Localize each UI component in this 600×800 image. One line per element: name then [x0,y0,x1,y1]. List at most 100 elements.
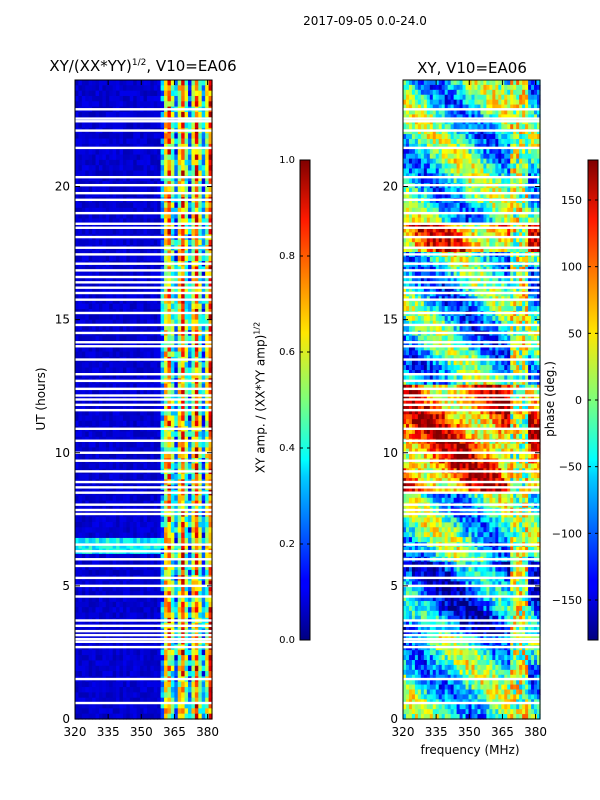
left-heatmap-cell [208,596,213,603]
left-heatmap-cell [136,351,141,358]
left-heatmap-cell [136,165,141,172]
left-heatmap-cell [205,591,210,598]
left-heatmap-cell [188,303,193,310]
left-heatmap-cell [92,367,97,374]
left-heatmap-cell [143,447,148,454]
left-heatmap-cell [81,298,86,305]
left-heatmap-cell [136,138,141,145]
left-heatmap-cell [194,415,199,422]
left-heatmap-cell [102,287,107,294]
left-heatmap-cell [85,303,90,310]
left-heatmap-cell [119,665,124,672]
left-heatmap-cell [205,324,210,331]
left-heatmap-cell [81,213,86,220]
left-heatmap-cell [95,569,100,576]
left-heatmap-cell [177,239,182,246]
left-heatmap-cell [116,532,121,539]
left-heatmap-cell [194,553,199,560]
left-heatmap-cell [164,271,169,278]
left-heatmap-cell [167,420,172,427]
left-heatmap-cell [146,447,151,454]
left-heatmap-cell [88,340,93,347]
left-heatmap-cell [181,447,186,454]
left-heatmap-cell [119,596,124,603]
left-heatmap-cell [129,687,134,693]
left-heatmap-cell [181,80,186,86]
left-heatmap-cell [167,388,172,395]
left-heatmap-cell [81,122,86,129]
left-heatmap-cell [153,340,158,347]
left-heatmap-cell [205,692,210,699]
left-heatmap-cell [146,85,151,92]
left-heatmap-cell [157,671,162,677]
left-heatmap-cell [119,293,124,299]
left-heatmap-cell [174,420,179,427]
left-heatmap-cell [160,537,165,544]
left-heatmap-cell [167,383,172,390]
left-heatmap-cell [205,585,210,592]
flagged-row-gap [75,543,212,546]
left-heatmap-cell [167,293,172,299]
left-heatmap-cell [88,90,93,97]
left-heatmap-cell [122,474,127,480]
left-heatmap-cell [191,170,196,177]
left-heatmap-cell [81,101,86,108]
left-heatmap-cell [88,463,93,470]
left-heatmap-cell [129,271,134,278]
left-heatmap-cell [105,687,110,693]
left-heatmap-cell [122,388,127,395]
left-heatmap-cell [150,649,155,656]
left-heatmap-cell [160,607,165,614]
left-heatmap-cell [122,90,127,97]
right-heatmap-cell [405,80,410,86]
left-heatmap-cell [167,665,172,672]
left-heatmap-cell [153,452,158,459]
left-heatmap-cell [191,559,196,566]
left-heatmap-cell [129,580,134,587]
left-heatmap-cell [208,564,213,571]
flagged-row-gap [75,120,212,123]
left-heatmap-cell [78,607,83,614]
left-heatmap-cell [150,404,155,411]
left-heatmap-cell [81,399,86,406]
right-heatmap-cell [447,84,452,91]
left-heatmap-cell [81,607,86,614]
right-heatmap-cell [435,80,440,86]
left-heatmap-cell [88,133,93,140]
left-heatmap-cell [205,207,210,214]
left-heatmap-cell [98,442,103,449]
left-heatmap-cell [150,697,155,704]
left-heatmap-cell [136,362,141,369]
left-heatmap-cell [143,591,148,598]
left-heatmap-cell [136,90,141,97]
left-heatmap-cell [194,202,199,209]
left-heatmap-cell [122,713,127,720]
left-heatmap-cell [198,543,203,550]
left-heatmap-cell [88,442,93,449]
left-heatmap-cell [188,447,193,454]
left-heatmap-cell [150,154,155,161]
left-heatmap-cell [208,655,213,662]
left-heatmap-cell [198,596,203,603]
left-heatmap-cell [191,138,196,145]
left-heatmap-cell [92,122,97,129]
left-heatmap-cell [92,655,97,662]
left-heatmap-cell [133,80,138,86]
left-heatmap-cell [208,335,213,342]
left-heatmap-cell [81,543,86,550]
left-heatmap-cell [136,277,141,283]
left-heatmap-cell [205,474,210,480]
right-heatmap-cell [447,80,452,86]
left-heatmap-cell [184,410,189,417]
left-heatmap-cell [98,655,103,662]
left-heatmap-cell [164,335,169,342]
left-heatmap-cell [153,207,158,214]
left-heatmap-cell [75,404,80,411]
left-heatmap-cell [174,154,179,161]
left-heatmap-cell [164,351,169,358]
left-heatmap-cell [122,170,127,177]
left-heatmap-cell [140,340,145,347]
left-heatmap-cell [198,372,203,379]
left-heatmap-cell [188,687,193,693]
left-heatmap-cell [126,564,131,571]
